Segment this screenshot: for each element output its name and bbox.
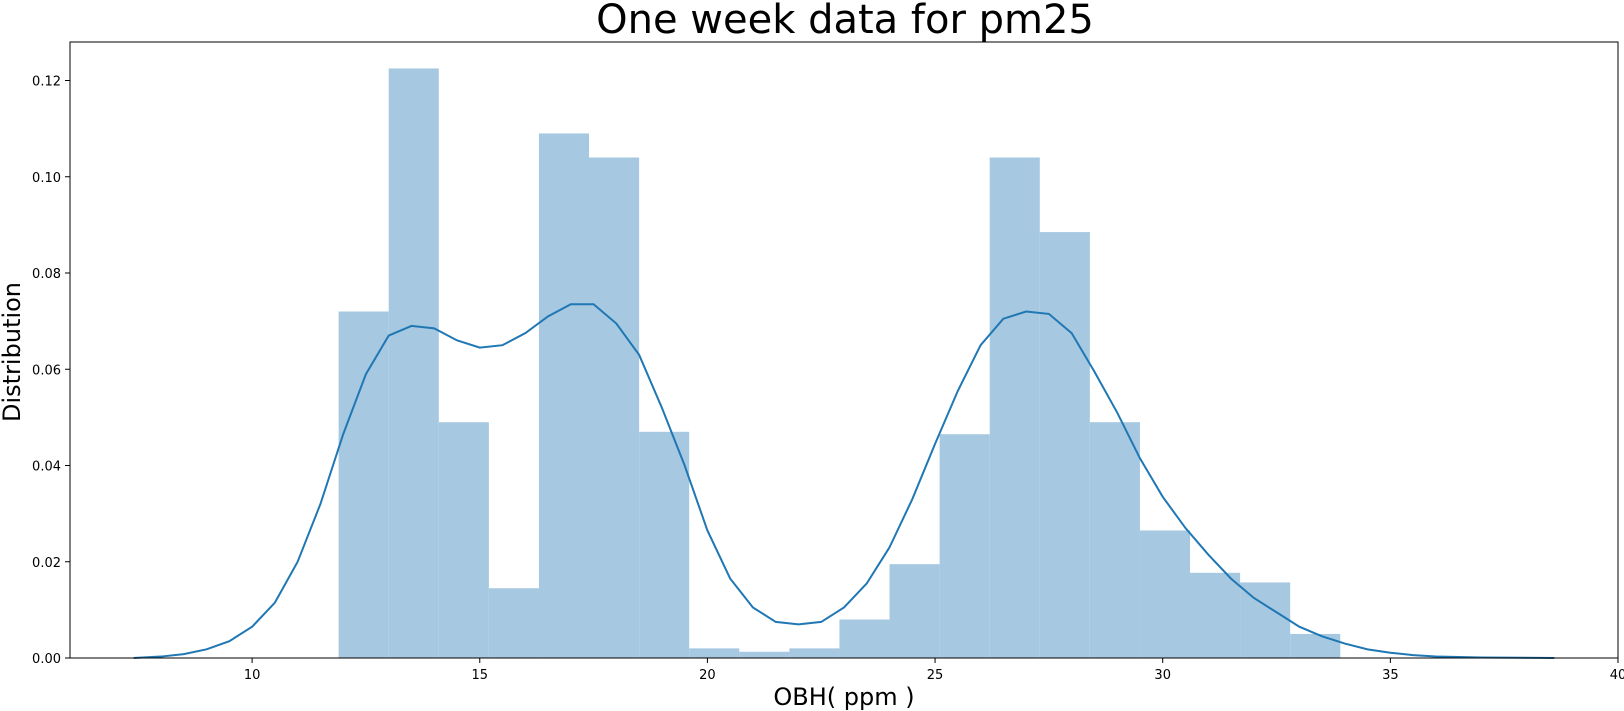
histogram-bar xyxy=(388,68,439,658)
x-tick-label: 25 xyxy=(927,668,944,683)
histogram-bar xyxy=(338,311,389,658)
x-tick-label: 15 xyxy=(471,668,488,683)
x-tick-label: 10 xyxy=(244,668,261,683)
histogram-bar xyxy=(488,588,539,658)
kde-line xyxy=(133,303,1555,659)
histogram-bar xyxy=(538,133,590,658)
y-tick-label: 0.04 xyxy=(32,460,61,475)
x-tick-label: 30 xyxy=(1154,668,1171,683)
histogram-bar xyxy=(1089,422,1140,658)
y-axis-label: Distribution xyxy=(0,282,26,422)
y-tick-label: 0.06 xyxy=(32,363,61,378)
x-axis-ticks: 10 15 20 25 30 35 40 xyxy=(244,658,1624,683)
histogram-bar xyxy=(689,648,740,658)
histogram-bar xyxy=(989,157,1040,658)
y-tick-label: 0.00 xyxy=(32,652,61,667)
histogram-bar xyxy=(939,434,990,658)
y-tick-label: 0.02 xyxy=(32,556,61,571)
y-tick-label: 0.08 xyxy=(32,267,61,282)
histogram-bar xyxy=(1190,572,1241,658)
histogram-bar xyxy=(789,648,840,658)
x-axis-label: OBH( ppm ) xyxy=(773,683,914,711)
histogram-bar xyxy=(889,564,940,658)
chart-title: One week data for pm25 xyxy=(596,0,1094,43)
histogram-bar xyxy=(1039,232,1090,658)
kde-curve-layer xyxy=(133,303,1555,659)
histogram-bar xyxy=(1139,530,1191,658)
x-tick-label: 35 xyxy=(1382,668,1399,683)
x-tick-label: 40 xyxy=(1610,668,1624,683)
plot-area-frame xyxy=(69,41,1619,659)
histogram-bar xyxy=(1290,633,1341,658)
histogram-bars xyxy=(338,68,1341,658)
histogram-bar xyxy=(639,431,690,658)
y-tick-label: 0.12 xyxy=(32,75,61,90)
y-tick-label: 0.10 xyxy=(32,171,61,186)
histogram-bar xyxy=(1240,582,1291,658)
histogram-bar xyxy=(739,651,790,658)
histogram-bar xyxy=(839,619,890,658)
x-tick-label: 20 xyxy=(699,668,716,683)
histogram-bar xyxy=(589,157,640,658)
histogram-bar xyxy=(438,422,489,658)
y-axis-ticks: 0.00 0.02 0.04 0.06 0.08 0.10 0.12 xyxy=(32,75,70,667)
